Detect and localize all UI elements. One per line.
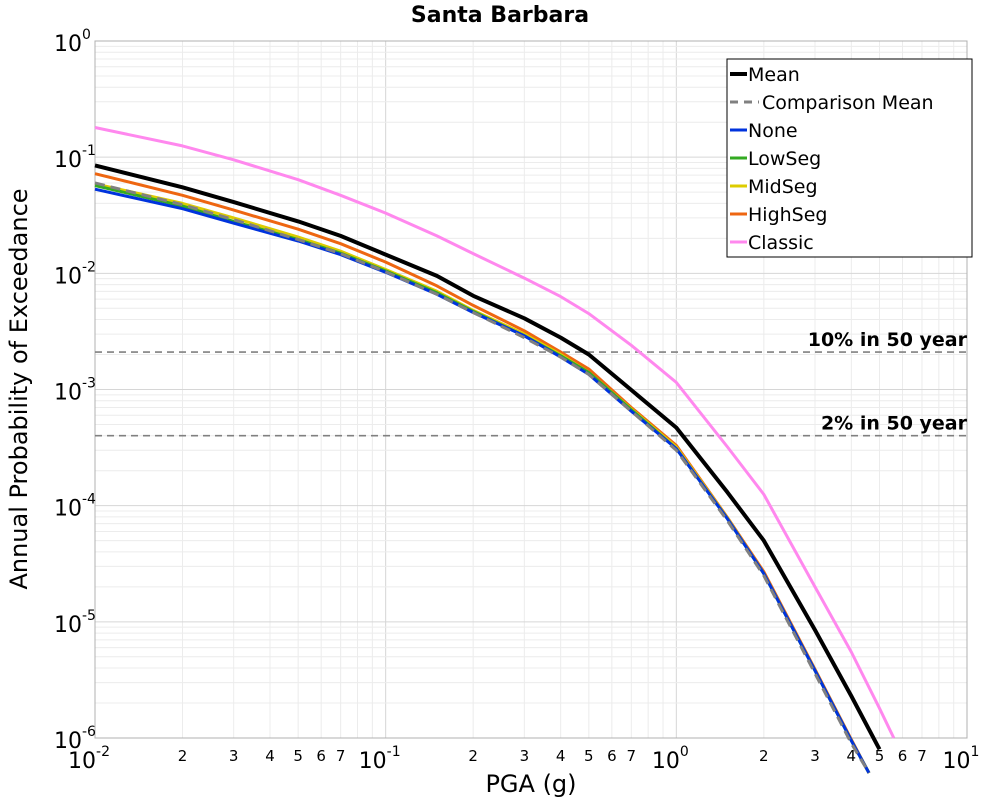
y-tick-label: 10-2 (54, 259, 96, 289)
x-minor-tick-label: 4 (847, 747, 857, 765)
legend-entry: MidSeg (748, 176, 818, 198)
x-minor-tick-label: 5 (293, 747, 303, 765)
reference-line-label: 2% in 50 year (821, 413, 968, 435)
y-axis-label: Annual Probability of Exceedance (5, 188, 33, 589)
series-line-comparison-mean (94, 181, 871, 774)
legend-entry: HighSeg (748, 204, 827, 226)
x-minor-tick-label: 5 (584, 747, 594, 765)
x-minor-tick-label: 3 (229, 747, 239, 765)
series-lines (94, 126, 896, 774)
grid (94, 41, 967, 739)
x-minor-tick-label: 7 (336, 747, 346, 765)
y-tick-label: 10-1 (54, 143, 96, 173)
x-minor-tick-label: 6 (898, 747, 908, 765)
x-minor-tick-label: 4 (556, 747, 566, 765)
series-line-mean (94, 163, 882, 751)
legend-entry: Comparison Mean (762, 92, 934, 114)
x-minor-tick-label: 6 (316, 747, 326, 765)
x-minor-tick-label: 2 (178, 747, 188, 765)
legend-box (726, 58, 973, 258)
x-minor-tick-label: 6 (607, 747, 617, 765)
x-minor-tick-label: 2 (759, 747, 769, 765)
x-axis-label: PGA (g) (485, 770, 576, 798)
series-line-classic (94, 126, 896, 739)
legend: Mean Comparison Mean None LowSeg MidSeg HighS… (726, 58, 973, 258)
legend-entry: Classic (748, 232, 814, 254)
y-tick-label: 10-6 (54, 724, 96, 754)
x-tick-label: 100 (652, 744, 689, 774)
y-tick-label: 100 (54, 27, 91, 57)
x-minor-tick-label: 7 (627, 747, 637, 765)
reference-line-label: 10% in 50 year (808, 329, 968, 351)
legend-entry: None (748, 120, 798, 142)
x-tick-label: 10-2 (68, 744, 110, 774)
x-minor-tick-label: 3 (520, 747, 530, 765)
y-tick-label: 10-4 (54, 492, 96, 522)
y-tick-label: 10-3 (54, 376, 96, 406)
y-axis-ticks: 100 10-1 10-2 10-3 10-4 10-5 10-6 (54, 27, 96, 754)
x-minor-tick-label: 7 (917, 747, 927, 765)
x-tick-label: 101 (943, 744, 980, 774)
x-minor-tick-label: 3 (810, 747, 820, 765)
reference-lines: 10% in 50 year 2% in 50 year (95, 329, 968, 437)
y-tick-label: 10-5 (54, 608, 96, 638)
x-minor-tick-label: 4 (265, 747, 275, 765)
legend-entry: Mean (748, 64, 800, 86)
x-tick-label: 10-1 (359, 744, 401, 774)
x-minor-tick-label: 5 (875, 747, 885, 765)
x-minor-tick-label: 2 (468, 747, 478, 765)
chart-title: Santa Barbara (411, 3, 589, 28)
plot-frame (94, 40, 968, 739)
legend-entry: LowSeg (748, 148, 821, 170)
